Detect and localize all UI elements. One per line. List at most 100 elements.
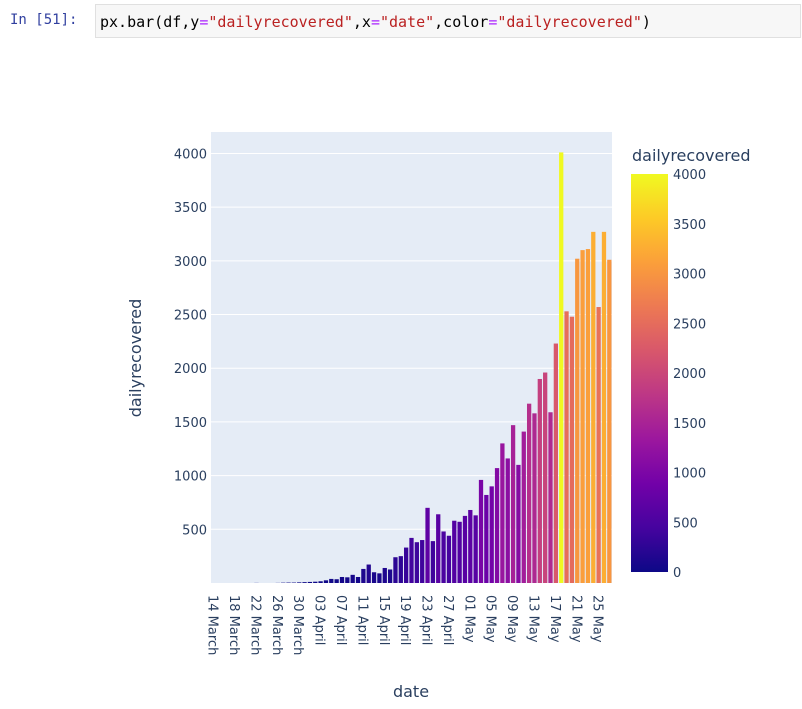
- bar[interactable]: [494, 468, 500, 583]
- x-tick-label: 05 May: [483, 595, 498, 643]
- bar[interactable]: [446, 535, 452, 583]
- x-tick-label: 14 March: [205, 595, 220, 655]
- y-tick-label: 4000: [174, 147, 207, 162]
- bar[interactable]: [398, 556, 403, 583]
- bar[interactable]: [441, 531, 446, 583]
- x-tick-label: 03 April: [312, 595, 327, 645]
- bar[interactable]: [510, 425, 516, 583]
- code-input-cell[interactable]: px.bar(df,y="dailyrecovered",x="date",co…: [95, 4, 801, 38]
- bar[interactable]: [505, 458, 510, 583]
- bar[interactable]: [371, 572, 377, 583]
- bar[interactable]: [548, 412, 553, 583]
- bar[interactable]: [350, 574, 355, 583]
- code-token: =: [370, 13, 380, 31]
- bar[interactable]: [457, 521, 462, 583]
- bar[interactable]: [382, 567, 387, 583]
- y-tick-label: 2000: [174, 362, 207, 377]
- bar[interactable]: [313, 581, 318, 583]
- code-token: =: [199, 13, 209, 31]
- colorbar-tick-label: 2000: [673, 367, 706, 382]
- bar[interactable]: [585, 249, 591, 584]
- bar[interactable]: [430, 541, 436, 583]
- bar[interactable]: [580, 250, 585, 583]
- x-tick-label: 21 May: [568, 595, 583, 643]
- bar[interactable]: [420, 540, 425, 583]
- bar[interactable]: [601, 231, 607, 584]
- bar[interactable]: [302, 582, 307, 583]
- colorbar-tick-label: 3500: [673, 218, 706, 233]
- x-tick-label: 01 May: [461, 595, 476, 643]
- colorbar-tick-label: 3000: [673, 268, 706, 283]
- bar[interactable]: [532, 413, 537, 583]
- cell-prompt: In [51]:: [10, 12, 78, 28]
- y-tick-label: 2500: [174, 309, 207, 324]
- colorbar-tick-label: 4000: [673, 168, 706, 183]
- bar[interactable]: [489, 486, 494, 583]
- y-tick-label: 500: [182, 523, 207, 538]
- bar[interactable]: [478, 479, 484, 583]
- bar[interactable]: [564, 311, 569, 583]
- colorbar-tick-label: 500: [673, 516, 698, 531]
- bar[interactable]: [591, 231, 596, 584]
- bar[interactable]: [339, 576, 345, 583]
- colorbar-tick-labels: 0 500 1000 1500 2000 2500 3000 3500 4000: [673, 168, 706, 581]
- bar[interactable]: [387, 569, 393, 583]
- bar[interactable]: [436, 514, 441, 583]
- y-axis-title: dailyrecovered: [126, 299, 145, 418]
- bar[interactable]: [323, 580, 329, 583]
- bar[interactable]: [559, 152, 564, 583]
- bar[interactable]: [575, 258, 580, 583]
- bar[interactable]: [526, 403, 532, 583]
- code-token: ): [641, 13, 651, 31]
- colorbar: [631, 174, 668, 572]
- code-token: "dailyrecovered": [208, 13, 353, 31]
- bar[interactable]: [569, 316, 575, 583]
- x-tick-label: 11 April: [354, 595, 369, 645]
- bar[interactable]: [484, 494, 489, 583]
- x-tick-label: 13 May: [525, 595, 540, 643]
- bar[interactable]: [404, 547, 409, 583]
- bar[interactable]: [521, 431, 526, 583]
- y-tick-label: 3500: [174, 201, 207, 216]
- bar[interactable]: [537, 378, 542, 583]
- bar[interactable]: [543, 372, 548, 583]
- bar[interactable]: [425, 507, 430, 583]
- bar[interactable]: [297, 582, 302, 583]
- bars: [254, 152, 612, 584]
- x-tick-label: 22 March: [247, 595, 262, 655]
- bar[interactable]: [607, 259, 612, 583]
- bar[interactable]: [596, 307, 601, 583]
- bar[interactable]: [553, 343, 558, 583]
- x-tick-labels: 14 March 18 March 22 March 26 March 30 March…: [205, 595, 605, 655]
- code-token: px.bar(df,y: [100, 13, 200, 31]
- bar[interactable]: [414, 542, 419, 583]
- bar[interactable]: [409, 537, 414, 583]
- x-tick-label: 18 March: [226, 595, 241, 655]
- bar[interactable]: [345, 577, 350, 583]
- bar[interactable]: [473, 515, 478, 583]
- bar[interactable]: [366, 564, 371, 583]
- x-tick-label: 19 April: [397, 595, 412, 645]
- colorbar-tick-label: 1500: [673, 417, 706, 432]
- x-tick-label: 09 May: [504, 595, 519, 643]
- bar[interactable]: [307, 581, 313, 583]
- bar[interactable]: [452, 520, 457, 583]
- bar[interactable]: [318, 581, 323, 583]
- bar[interactable]: [500, 443, 505, 583]
- bar[interactable]: [516, 464, 521, 583]
- code-token: "dailyrecovered": [497, 13, 642, 31]
- bar[interactable]: [462, 515, 468, 583]
- bar[interactable]: [361, 568, 366, 583]
- bar[interactable]: [355, 576, 361, 583]
- y-tick-label: 3000: [174, 255, 207, 270]
- bar[interactable]: [377, 573, 382, 583]
- y-tick-label: 1000: [174, 470, 207, 485]
- bar[interactable]: [393, 557, 398, 583]
- bar[interactable]: [468, 509, 473, 583]
- x-tick-label: 07 April: [333, 595, 348, 645]
- bar[interactable]: [334, 579, 339, 583]
- colorbar-title: dailyrecovered: [632, 146, 751, 165]
- bar[interactable]: [329, 578, 334, 583]
- colorbar-tick-label: 0: [673, 566, 681, 581]
